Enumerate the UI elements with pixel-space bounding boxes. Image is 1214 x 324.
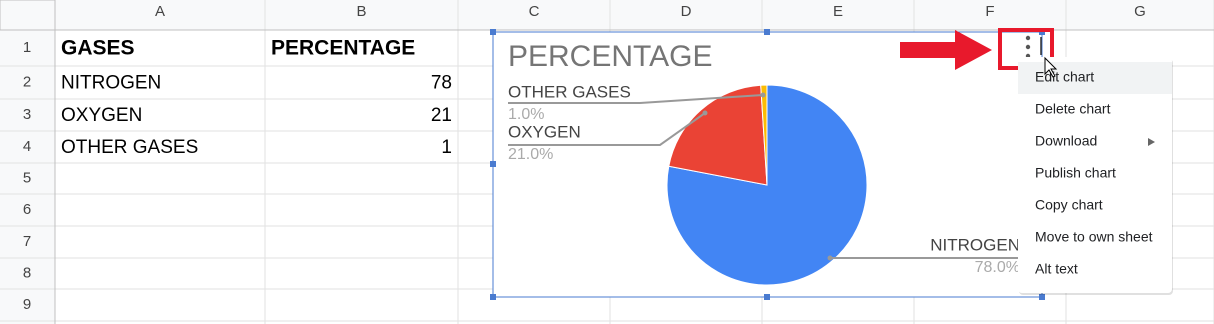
menu-item-hover [1018,62,1172,94]
slice-value-label: 78.0% [975,259,1020,276]
leader-line [508,94,764,104]
slice-label: OTHER GASES [508,82,631,101]
cell: OXYGEN [61,105,142,126]
menu-item[interactable]: Download [1035,133,1097,149]
red-arrow [900,30,992,70]
cell: 1 [441,137,452,158]
slice-value-label: 21.0% [508,146,553,163]
kebab-dot[interactable] [1025,35,1031,41]
row-header: 6 [23,201,31,218]
cell: OTHER GASES [61,137,198,158]
leader-dot [760,92,766,98]
column-header: A [155,3,165,20]
row-header: 7 [23,233,31,250]
row-header: 8 [23,264,31,281]
cell: 21 [431,105,452,126]
corner [0,0,56,31]
cell: PERCENTAGE [271,37,415,60]
resize-handle[interactable] [764,29,770,35]
leader-line [508,112,706,146]
menu-item[interactable]: Move to own sheet [1035,229,1153,245]
cell: 78 [431,73,452,94]
pie-slice [760,84,768,186]
menu-item[interactable]: Publish chart [1035,165,1116,181]
menu-item[interactable]: Copy chart [1035,197,1103,213]
menu-item[interactable]: Alt text [1035,261,1078,277]
leader-dot [827,255,833,261]
row-header-bar [0,0,55,324]
column-header: D [681,3,692,20]
slice-value-label: 1.0% [508,106,544,123]
row-header: 2 [23,73,31,90]
row-header: 9 [23,296,31,313]
pie-slice [668,84,768,186]
kebab-dot[interactable] [1025,44,1031,50]
mouse-pointer [1044,56,1058,78]
cell: GASES [61,37,135,60]
cell: NITROGEN [61,73,161,94]
column-header: E [833,3,843,20]
menu-item[interactable]: Edit chart [1035,69,1094,85]
menu-panel [1018,57,1172,293]
column-header: F [985,3,994,20]
resize-handle[interactable] [490,29,496,35]
row-header: 3 [23,106,31,123]
leader-dot [702,110,708,116]
resize-handle[interactable] [490,161,496,167]
column-header: C [529,3,540,20]
row-header: 5 [23,169,31,186]
row-header: 1 [23,39,31,56]
resize-handle[interactable] [764,294,770,300]
submenu-arrow [1148,138,1155,146]
slice-label: NITROGEN [930,235,1020,254]
column-header: B [356,3,366,20]
menu-item[interactable]: Delete chart [1035,101,1111,117]
resize-handle[interactable] [490,294,496,300]
chart-title: PERCENTAGE [508,40,712,73]
resize-handle[interactable] [1039,294,1045,300]
context-menu: Edit chart Delete chart Download Publish ch… [1018,57,1173,295]
column-header: G [1134,3,1146,20]
slice-label: OXYGEN [508,122,581,141]
column-header-bar [0,0,1214,30]
row-header: 4 [23,138,31,155]
